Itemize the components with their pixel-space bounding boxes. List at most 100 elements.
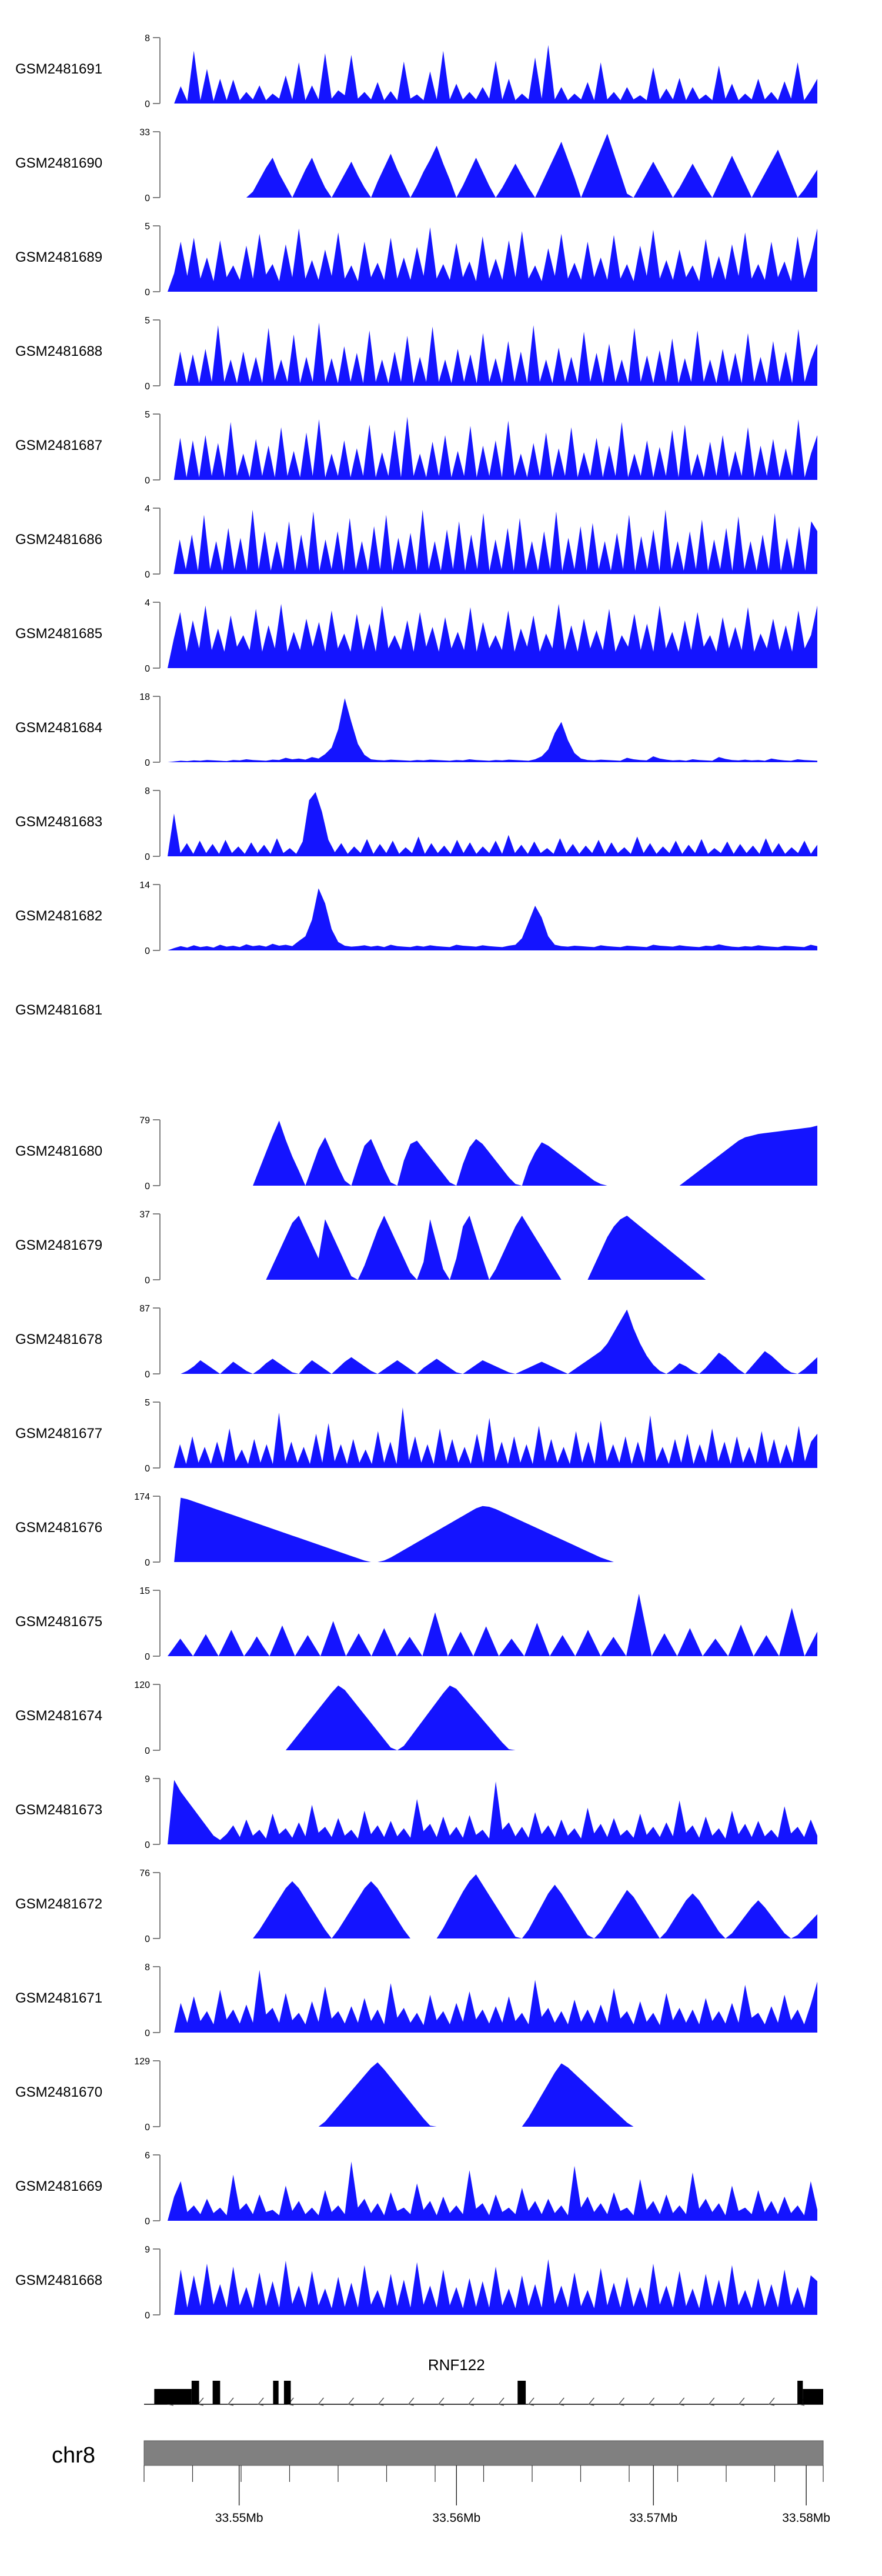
coverage-area-plot[interactable] (168, 1670, 817, 1764)
coverage-track-row[interactable]: GSM2481691 8 0 (0, 24, 882, 118)
svg-text:4: 4 (145, 504, 150, 514)
coverage-area-plot[interactable] (168, 870, 817, 965)
coverage-area-plot[interactable] (168, 1106, 817, 1200)
coverage-track-row[interactable]: GSM2481672 76 0 (0, 1858, 882, 1953)
svg-text:0: 0 (145, 2311, 150, 2321)
svg-text:0: 0 (145, 946, 150, 956)
coverage-track-row[interactable]: GSM2481682 14 0 (0, 870, 882, 965)
track-sample-label: GSM2481679 (15, 1237, 103, 1253)
coverage-area-svg (168, 888, 817, 950)
coverage-area-plot[interactable] (168, 118, 817, 212)
coverage-area-plot[interactable] (168, 588, 817, 682)
svg-text:4: 4 (145, 598, 150, 608)
svg-text:5: 5 (145, 410, 150, 420)
coverage-track-row[interactable]: GSM2481680 79 0 (0, 1106, 882, 1200)
coverage-track-row[interactable]: GSM2481683 8 0 (0, 776, 882, 870)
coverage-track-row[interactable]: GSM2481676 174 0 (0, 1482, 882, 1576)
coverage-track-row[interactable]: GSM2481673 9 0 (0, 1764, 882, 1858)
coverage-area-plot[interactable] (168, 2047, 817, 2141)
ruler-tick-label: 33.57Mb (629, 2511, 678, 2525)
coverage-area-plot[interactable] (168, 682, 817, 776)
coverage-area-svg (168, 416, 817, 480)
svg-text:8: 8 (145, 786, 150, 796)
chromosome-ruler-track[interactable]: chr8 33.55Mb 33.56Mb 33.57Mb 33.58Mb (0, 2429, 882, 2547)
svg-text:87: 87 (139, 1304, 150, 1314)
svg-text:0: 0 (145, 1182, 150, 1192)
svg-text:6: 6 (145, 2151, 150, 2161)
ruler-tick-label: 33.56Mb (432, 2511, 481, 2525)
coverage-track-row[interactable]: GSM2481689 5 0 (0, 212, 882, 306)
chromosome-label: chr8 (52, 2443, 95, 2468)
coverage-area-plot[interactable] (168, 1388, 817, 1482)
coverage-area-plot[interactable] (168, 400, 817, 494)
coverage-track-row[interactable]: GSM2481688 5 0 (0, 306, 882, 400)
ruler-tick-label: 33.55Mb (215, 2511, 263, 2525)
coverage-area-plot[interactable] (168, 306, 817, 400)
coverage-track-row[interactable]: GSM2481671 8 0 (0, 1953, 882, 2047)
coverage-track-row[interactable]: GSM2481686 4 0 (0, 494, 882, 588)
coverage-area-plot[interactable] (168, 1200, 817, 1294)
coverage-area-plot[interactable] (168, 2235, 817, 2329)
coverage-area-plot[interactable] (168, 1576, 817, 1670)
gene-model-track[interactable]: RNF122 (0, 2353, 882, 2417)
track-sample-label: GSM2481674 (15, 1708, 103, 1724)
track-y-axis: 120 0 (118, 1670, 165, 1764)
coverage-track-row[interactable]: GSM2481674 120 0 (0, 1670, 882, 1764)
coverage-area-plot[interactable] (168, 1294, 817, 1388)
coverage-track-row[interactable]: GSM2481681 (0, 965, 882, 1059)
coverage-track-row[interactable]: GSM2481668 9 0 (0, 2235, 882, 2329)
svg-text:0: 0 (145, 2123, 150, 2133)
svg-text:37: 37 (139, 1210, 150, 1220)
coverage-track-row[interactable]: GSM2481678 87 0 (0, 1294, 882, 1388)
svg-text:0: 0 (145, 570, 150, 580)
svg-text:79: 79 (139, 1116, 150, 1126)
coverage-area-plot[interactable] (168, 494, 817, 588)
coverage-track-row[interactable]: GSM2481675 15 0 (0, 1576, 882, 1670)
svg-text:0: 0 (145, 1558, 150, 1568)
coverage-track-row[interactable]: GSM2481685 4 0 (0, 588, 882, 682)
coverage-area-svg (168, 322, 817, 386)
coverage-area-svg (168, 1874, 817, 1938)
coverage-track-row[interactable]: GSM2481690 33 0 (0, 118, 882, 212)
coverage-area-plot[interactable] (168, 24, 817, 118)
svg-text:33: 33 (139, 128, 150, 138)
coverage-track-row[interactable]: GSM2481677 5 0 (0, 1388, 882, 1482)
coverage-area-svg (168, 2161, 817, 2221)
coverage-track-row[interactable]: GSM2481687 5 0 (0, 400, 882, 494)
track-sample-label: GSM2481672 (15, 1896, 103, 1912)
track-sample-label: GSM2481687 (15, 438, 103, 453)
ruler-svg[interactable] (0, 2429, 882, 2505)
coverage-track-row[interactable]: GSM2481684 18 0 (0, 682, 882, 776)
coverage-track-row[interactable]: GSM2481679 37 0 (0, 1200, 882, 1294)
track-y-axis: 18 0 (118, 682, 165, 776)
svg-text:15: 15 (139, 1586, 150, 1596)
gene-model-svg[interactable] (0, 2353, 882, 2417)
svg-text:8: 8 (145, 34, 150, 44)
coverage-area-plot[interactable] (168, 776, 817, 870)
coverage-track-row[interactable]: GSM2481669 6 0 (0, 2141, 882, 2235)
svg-text:174: 174 (134, 1492, 150, 1502)
track-sample-label: GSM2481691 (15, 61, 103, 77)
coverage-area-plot[interactable] (168, 1953, 817, 2047)
coverage-area-plot[interactable] (168, 1764, 817, 1858)
track-sample-label: GSM2481677 (15, 1426, 103, 1442)
coverage-track-row[interactable]: GSM2481670 129 0 (0, 2047, 882, 2141)
coverage-area-plot[interactable] (168, 1482, 817, 1576)
coverage-area-plot[interactable] (168, 1858, 817, 1953)
coverage-area-svg (168, 2062, 817, 2127)
svg-text:0: 0 (145, 852, 150, 862)
track-sample-label: GSM2481690 (15, 155, 103, 171)
coverage-area-svg (168, 227, 817, 292)
coverage-area-svg (168, 45, 817, 104)
coverage-area-plot[interactable] (168, 212, 817, 306)
svg-text:0: 0 (145, 288, 150, 298)
coverage-area-plot[interactable] (168, 2141, 817, 2235)
